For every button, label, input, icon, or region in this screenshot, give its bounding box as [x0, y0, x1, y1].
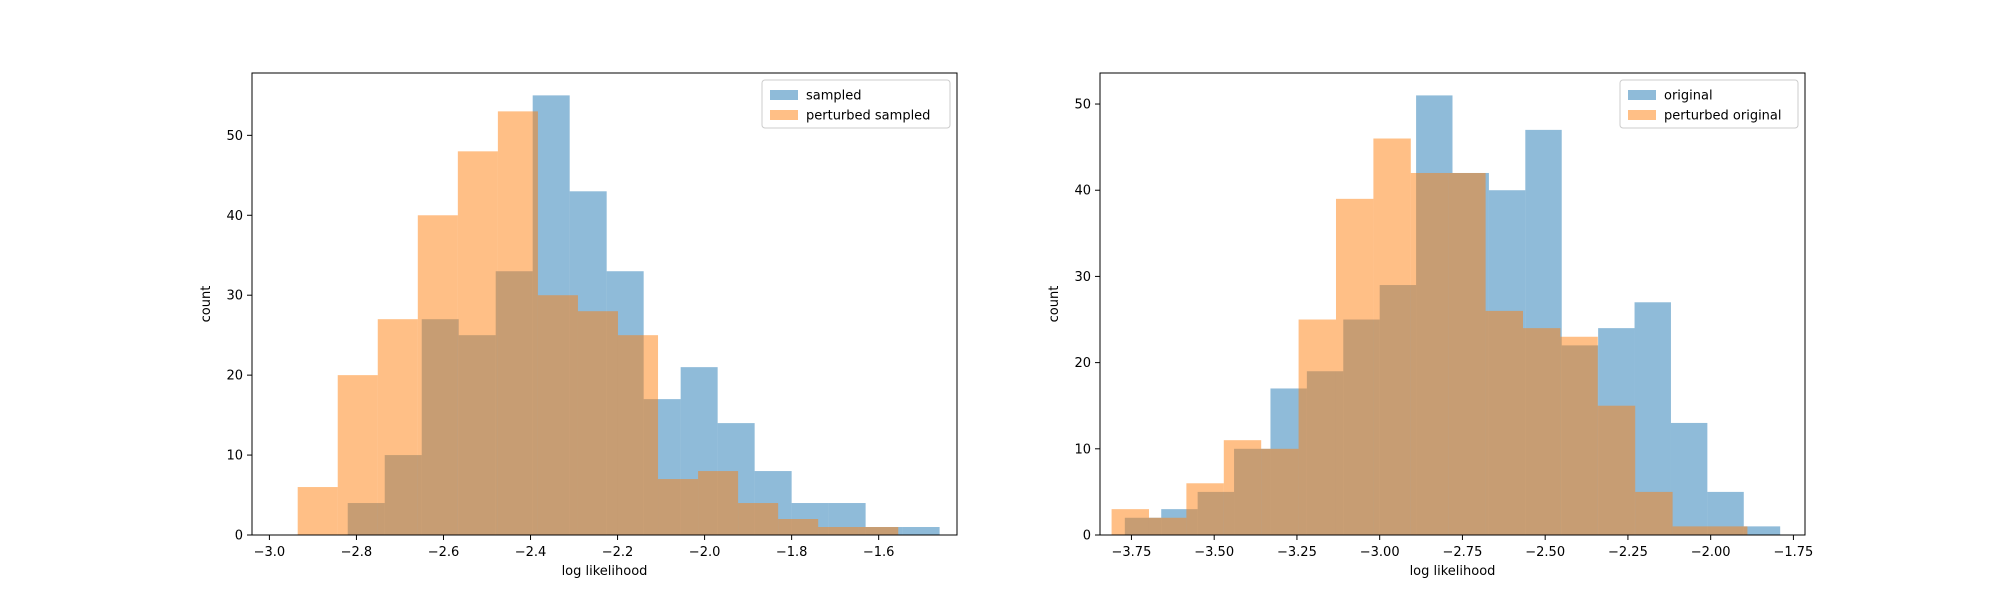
x-tick-label: −2.0: [689, 545, 721, 560]
y-tick-label: 30: [226, 289, 243, 304]
legend-swatch: [770, 90, 798, 100]
legend-swatch: [1628, 90, 1656, 100]
x-tick-label: −2.25: [1608, 545, 1648, 560]
legend-label: original: [1664, 89, 1713, 104]
histogram-bar: [818, 527, 859, 535]
histogram-bar: [577, 311, 618, 535]
y-tick-label: 20: [1074, 356, 1091, 371]
legend-box: [1619, 79, 1799, 129]
x-tick-label: −1.75: [1773, 545, 1813, 560]
x-tick-label: −3.25: [1277, 545, 1317, 560]
histogram-bar: [1710, 526, 1748, 535]
histogram-bar: [1373, 138, 1411, 536]
x-axis-label: log likelihood: [1410, 564, 1496, 579]
histogram-bar: [1560, 336, 1598, 535]
histogram-bar: [537, 295, 578, 535]
legend: original perturbed original: [1619, 79, 1799, 129]
x-tick-label: −2.2: [602, 545, 634, 560]
y-tick-label: 50: [1074, 98, 1091, 113]
y-tick-label: 20: [226, 369, 243, 384]
y-axis-label: count: [199, 286, 214, 323]
histogram-bar: [1670, 422, 1708, 535]
x-tick-label: −3.75: [1112, 545, 1152, 560]
histogram-bar: [1523, 328, 1561, 535]
histogram-bar: [778, 519, 819, 535]
histogram-bar: [698, 471, 739, 535]
y-tick-label: 0: [235, 529, 243, 544]
legend-box: [761, 79, 951, 129]
x-tick-label: −2.4: [515, 545, 547, 560]
x-tick-label: −3.0: [254, 545, 286, 560]
histogram-bar: [1410, 172, 1449, 535]
axes-frame: [251, 72, 958, 536]
histogram-bar: [617, 335, 659, 535]
y-axis-label: count: [1047, 286, 1062, 323]
histogram-bar: [297, 487, 338, 535]
x-tick-label: −2.00: [1691, 545, 1731, 560]
histogram-bar: [658, 479, 699, 535]
histogram-bar: [337, 375, 378, 535]
chart-panel-1: −3.0 −2.8 −2.6 −2.4 −2.2 −2.0 −1.8 −1.6 0 10 20 30 4…: [199, 72, 958, 579]
x-tick-label: −3.00: [1360, 545, 1400, 560]
histogram-bar: [457, 151, 498, 535]
x-tick-label: −2.50: [1525, 545, 1565, 560]
histogram-bar: [1335, 198, 1374, 536]
legend-swatch: [770, 110, 798, 120]
y-tick-label: 10: [1074, 442, 1091, 457]
histogram-bar: [1111, 509, 1149, 535]
histogram-bar: [1672, 526, 1711, 535]
histogram-bar: [738, 503, 779, 535]
x-tick-label: −1.8: [776, 545, 808, 560]
y-tick-label: 50: [226, 129, 243, 144]
histogram-bar: [1298, 319, 1336, 535]
legend: sampled perturbed sampled: [761, 79, 951, 129]
histogram-bar: [1485, 310, 1523, 535]
y-tick-label: 0: [1083, 529, 1091, 544]
series-2-bars: [1111, 138, 1748, 536]
y-tick-label: 40: [226, 209, 243, 224]
x-tick-label: −2.75: [1443, 545, 1483, 560]
histogram-bar: [1597, 405, 1636, 535]
histogram-bar: [1635, 491, 1673, 535]
histogram-bar: [1448, 172, 1486, 535]
histogram-bar: [1186, 483, 1224, 535]
y-tick-label: 30: [1074, 270, 1091, 285]
histogram-bar: [902, 527, 940, 535]
x-tick-label: −2.6: [428, 545, 460, 560]
x-tick-label: −2.8: [341, 545, 373, 560]
x-tick-label: −3.50: [1194, 545, 1234, 560]
histogram-bar: [1148, 517, 1187, 535]
x-axis-label: log likelihood: [562, 564, 648, 579]
chart-panel-2: −3.75 −3.50 −3.25 −3.00 −2.75 −2.50 −2.25 −2.00…: [1047, 72, 1813, 579]
legend-label: perturbed original: [1664, 109, 1782, 124]
histogram-bar: [497, 111, 538, 535]
y-tick-label: 10: [226, 449, 243, 464]
histogram-bar: [1223, 440, 1262, 535]
histogram-bar: [1743, 526, 1781, 535]
legend-label: perturbed sampled: [806, 109, 930, 124]
legend-swatch: [1628, 110, 1656, 120]
histogram-bar: [1261, 448, 1299, 535]
y-tick-label: 40: [1074, 184, 1091, 199]
histogram-bar: [377, 319, 418, 535]
series-2-bars: [297, 111, 899, 536]
axes-frame: [1099, 72, 1806, 536]
histogram-bar: [417, 215, 458, 536]
x-tick-label: −1.6: [863, 545, 895, 560]
histogram-bar: [858, 527, 899, 535]
legend-label: sampled: [806, 89, 862, 104]
